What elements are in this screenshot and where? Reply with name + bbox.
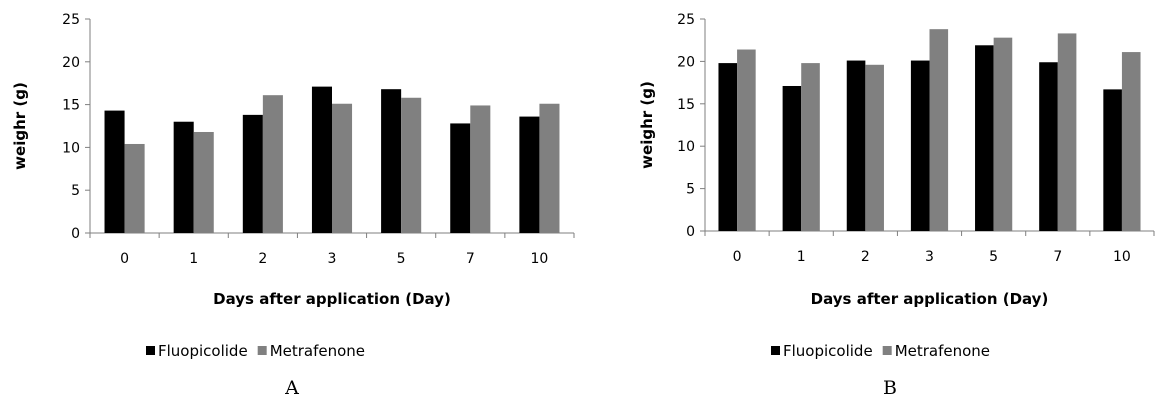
x-tick-label: 3 [925, 249, 934, 265]
y-axis-title: weighr (g) [11, 82, 29, 170]
bar-fluopicolide-day-10 [1103, 89, 1122, 231]
bar-fluopicolide-day-7 [450, 123, 471, 233]
bar-metrafenone-day-0 [737, 49, 756, 231]
x-tick-label: 5 [397, 251, 406, 267]
bar-fluopicolide-day-5 [381, 89, 402, 233]
legend-swatch-metrafenone [882, 346, 892, 355]
legend-label-metrafenone: Metrafenone [895, 342, 990, 360]
y-tick-label: 0 [71, 226, 80, 242]
y-tick-label: 15 [62, 98, 80, 114]
x-tick-label: 0 [120, 251, 129, 267]
bar-metrafenone-day-2 [865, 64, 884, 232]
bar-fluopicolide-day-10 [519, 116, 540, 233]
legend-swatch-fluopicolide [146, 346, 155, 355]
x-tick-label: 7 [466, 251, 475, 267]
y-tick-label: 20 [62, 55, 80, 71]
bar-fluopicolide-day-5 [975, 45, 994, 232]
panel-label: A [284, 377, 299, 398]
bar-metrafenone-day-1 [193, 131, 214, 233]
y-tick-label: 15 [677, 97, 695, 113]
x-tick-label: 2 [861, 249, 870, 265]
legend-swatch-metrafenone [257, 346, 267, 355]
panel-label: B [883, 377, 897, 398]
bar-metrafenone-day-1 [801, 63, 820, 231]
y-tick-label: 5 [71, 183, 80, 199]
legend: Fluopicolide Metrafenone [771, 342, 990, 360]
bar-fluopicolide-day-0 [104, 110, 125, 233]
bar-metrafenone-day-10 [1121, 52, 1141, 232]
x-axis-title: Days after application (Day) [811, 290, 1049, 308]
y-tick-label: 5 [686, 182, 695, 198]
bar-metrafenone-day-3 [929, 29, 949, 232]
x-tick-label: 3 [328, 251, 337, 267]
y-tick-label: 20 [677, 54, 695, 70]
x-axis-title: Days after application (Day) [213, 290, 451, 308]
chart-panel-a: 0 5 10 15 20 25 0 1 2 3 5 7 10 Days after application… [11, 12, 575, 398]
bar-metrafenone-day-10 [539, 103, 560, 233]
bar-fluopicolide-day-7 [1039, 62, 1058, 231]
bar-fluopicolide-day-0 [718, 63, 738, 231]
x-tick-label: 10 [531, 251, 549, 267]
y-axis-title: weighr (g) [638, 81, 656, 169]
x-tick-label: 7 [1053, 249, 1062, 265]
bar-fluopicolide-day-3 [311, 86, 332, 234]
x-tick-label: 1 [189, 251, 198, 267]
x-tick-label: 1 [797, 249, 806, 265]
bar-metrafenone-day-5 [401, 97, 422, 233]
bar-metrafenone-day-3 [332, 103, 353, 233]
bar-metrafenone-day-7 [1057, 33, 1077, 231]
legend-label-fluopicolide: Fluopicolide [783, 342, 873, 360]
bar-fluopicolide-day-2 [846, 60, 866, 231]
y-tick-label: 25 [62, 12, 80, 28]
bar-metrafenone-day-2 [262, 95, 283, 234]
bar-fluopicolide-day-1 [173, 121, 194, 233]
legend-label-fluopicolide: Fluopicolide [158, 342, 248, 360]
bar-fluopicolide-day-3 [910, 60, 930, 231]
x-tick-label: 5 [989, 249, 998, 265]
bar-fluopicolide-day-2 [242, 114, 263, 233]
x-tick-label: 2 [258, 251, 267, 267]
x-tick-label: 10 [1113, 249, 1131, 265]
y-tick-label: 25 [677, 12, 695, 28]
bar-metrafenone-day-0 [124, 143, 145, 233]
bar-metrafenone-day-5 [993, 37, 1013, 231]
chart-panel-b: 0 5 10 15 20 25 0 1 2 3 5 7 10 Days after application… [638, 12, 1155, 398]
legend-label-metrafenone: Metrafenone [270, 342, 365, 360]
legend-swatch-fluopicolide [771, 346, 780, 355]
bar-fluopicolide-day-1 [782, 85, 802, 231]
y-tick-label: 10 [62, 140, 80, 156]
bar-metrafenone-day-7 [470, 105, 491, 233]
legend: Fluopicolide Metrafenone [146, 342, 365, 360]
y-tick-label: 10 [677, 139, 695, 155]
y-tick-label: 0 [686, 224, 695, 240]
x-tick-label: 0 [733, 249, 742, 265]
